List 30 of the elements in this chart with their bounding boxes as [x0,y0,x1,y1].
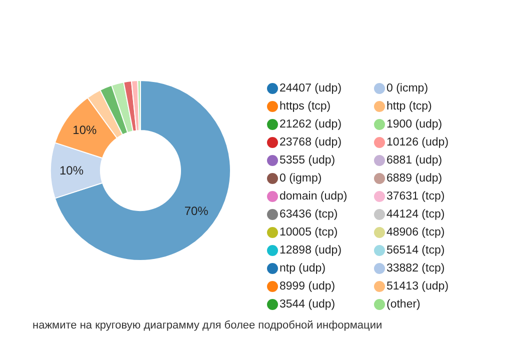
legend-label: 0 (icmp) [386,82,428,94]
legend-label: http (tcp) [386,100,432,112]
legend-label: 6881 (udp) [386,154,442,166]
legend-label: https (tcp) [280,100,331,112]
legend-label: 23768 (udp) [280,136,342,148]
legend-label: 21262 (udp) [280,118,342,130]
legend-label: (other) [386,298,421,310]
legend-label: ntp (udp) [280,262,326,274]
legend-label: 51413 (udp) [386,280,449,292]
legend-label: 8999 (udp) [280,280,336,292]
text: нажмите на круговую диаграмму для более подробной информации [32,320,382,332]
legend-label: 0 (igmp) [280,172,322,184]
legend-label: 10005 (tcp) [280,226,338,238]
legend-label: 48906 (tcp) [386,226,445,238]
legend-label: 24407 (udp) [280,82,342,94]
legend-label: 5355 (udp) [280,154,336,166]
legend-label: 44124 (tcp) [386,208,445,220]
data-label: 10% [59,164,84,178]
legend-label: 1900 (udp) [386,118,442,130]
legend-label: 37631 (tcp) [386,190,445,202]
data-label: 70% [184,204,209,218]
data-label: 10% [72,122,98,137]
legend-label: 56514 (tcp) [386,244,445,256]
legend-label: 10126 (udp) [386,136,449,148]
legend-label: 63436 (tcp) [280,208,338,220]
legend-label: domain (udp) [280,190,348,202]
legend-label: 3544 (udp) [280,298,336,310]
legend-label: 33882 (tcp) [386,262,445,274]
legend-label: 6889 (udp) [386,172,442,184]
legend-label: 12898 (udp) [280,244,342,256]
